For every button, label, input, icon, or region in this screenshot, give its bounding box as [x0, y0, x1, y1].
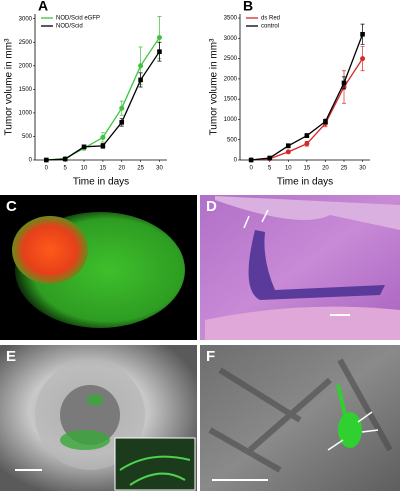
point — [285, 143, 291, 149]
x-axis-label: Time in days — [277, 177, 333, 188]
x-tick-label: 10 — [285, 166, 292, 172]
legend-label: ds Red — [261, 16, 280, 22]
point — [360, 31, 365, 37]
x-tick-label: 25 — [137, 166, 144, 172]
point — [156, 35, 162, 41]
point — [304, 141, 310, 147]
x-tick-label: 25 — [341, 166, 348, 172]
panel-label: D — [206, 198, 217, 215]
point — [100, 143, 106, 149]
x-tick-label: 5 — [63, 166, 67, 172]
y-tick-label: 3500 — [224, 16, 238, 22]
panel-label: F — [206, 348, 215, 365]
legend-label: control — [261, 24, 279, 30]
y-tick-label: 1500 — [19, 87, 33, 93]
point — [138, 63, 144, 69]
x-tick-label: 10 — [81, 166, 88, 172]
point — [138, 77, 143, 83]
y-tick-label: 2500 — [224, 56, 238, 62]
y-tick-label: 1000 — [224, 117, 238, 123]
y-tick-label: 500 — [22, 134, 33, 140]
y-tick-label: 1000 — [19, 110, 33, 116]
point — [304, 133, 310, 138]
point — [341, 80, 347, 86]
image-c — [0, 195, 197, 340]
point — [360, 56, 366, 62]
y-axis-label: Tumor volume in mm³ — [209, 38, 220, 136]
x-tick-label: 20 — [322, 166, 329, 172]
y-tick-label: 3000 — [224, 36, 238, 42]
y-tick-label: 0 — [234, 158, 238, 164]
y-tick-label: 0 — [29, 158, 33, 164]
x-tick-label: 5 — [268, 166, 272, 172]
point — [285, 149, 291, 155]
image-e — [0, 345, 197, 491]
y-axis-label: Tumor volume in mm³ — [4, 38, 15, 136]
panel-label: E — [6, 348, 16, 365]
point — [157, 49, 162, 54]
point — [323, 119, 328, 124]
point — [44, 157, 49, 163]
point — [267, 155, 273, 161]
y-tick-label: 2500 — [19, 40, 33, 46]
x-tick-label: 15 — [304, 166, 311, 172]
y-tick-label: 3000 — [19, 16, 33, 22]
y-tick-label: 1500 — [224, 97, 238, 103]
image-f — [200, 345, 400, 491]
x-tick-label: 15 — [100, 166, 107, 172]
y-tick-label: 500 — [227, 137, 238, 143]
legend-label: NOD/Scid eGFP — [56, 16, 100, 22]
panel-label: A — [38, 0, 48, 14]
y-tick-label: 2000 — [19, 63, 33, 69]
x-tick-label: 20 — [118, 166, 125, 172]
x-tick-label: 30 — [156, 166, 163, 172]
point — [248, 157, 254, 163]
point — [81, 144, 87, 150]
x-axis-label: Time in days — [73, 177, 129, 188]
image-d — [200, 195, 400, 340]
legend-label: NOD/Scid — [56, 24, 83, 30]
point — [62, 156, 68, 162]
x-tick-label: 0 — [45, 166, 49, 172]
y-tick-label: 2000 — [224, 76, 238, 82]
point — [119, 105, 125, 111]
x-tick-label: 0 — [249, 166, 253, 172]
panel-label: B — [243, 0, 253, 14]
x-tick-label: 30 — [359, 166, 366, 172]
point — [100, 134, 106, 140]
point — [119, 120, 125, 125]
panel-label: C — [6, 198, 17, 215]
